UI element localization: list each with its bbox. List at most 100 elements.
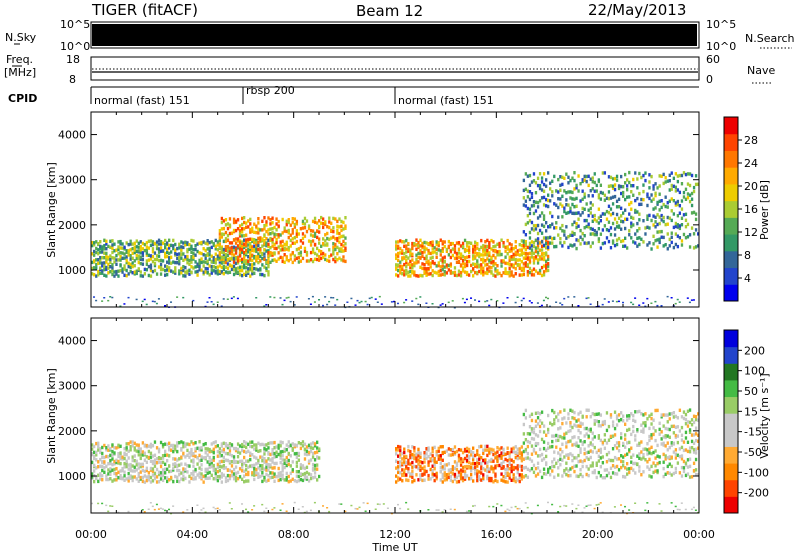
heatmap-cell — [658, 199, 661, 203]
heatmap-cell — [601, 455, 605, 459]
heatmap-cell — [644, 447, 647, 451]
heatmap-cell — [514, 257, 517, 262]
heatmap-cell — [129, 269, 132, 274]
heatmap-cell — [249, 457, 252, 462]
heatmap-cell — [299, 442, 303, 446]
heatmap-cell — [611, 241, 615, 245]
heatmap-cell — [472, 446, 475, 450]
heatmap-cell — [674, 448, 678, 452]
heatmap-cell — [542, 430, 546, 434]
heatmap-cell — [202, 260, 205, 264]
heatmap-cell — [123, 474, 126, 478]
heatmap-cell — [267, 273, 270, 277]
heatmap-cell — [617, 441, 621, 445]
heatmap-cell — [105, 251, 108, 256]
heatmap-cell — [599, 447, 603, 452]
colorbar-swatch — [724, 117, 738, 135]
heatmap-cell — [463, 257, 467, 262]
heatmap-cell — [115, 478, 118, 482]
heatmap-cell — [599, 197, 603, 201]
heatmap-cell — [496, 269, 499, 273]
heatmap-cell — [107, 244, 110, 249]
heatmap-cell — [482, 244, 485, 248]
x-tick-label: 00:00 — [75, 528, 107, 541]
heatmap-cell — [437, 509, 440, 511]
heatmap-cell — [453, 445, 457, 449]
heatmap-cell — [145, 248, 149, 253]
heatmap-cell — [216, 475, 220, 479]
heatmap-cell — [224, 239, 228, 244]
heatmap-cell — [214, 467, 217, 472]
heatmap-cell — [269, 260, 272, 264]
heatmap-cell — [530, 255, 534, 259]
heatmap-cell — [174, 260, 177, 265]
heatmap-cell — [591, 227, 594, 231]
heatmap-cell — [565, 191, 568, 195]
heatmap-cell — [145, 455, 149, 459]
heatmap-cell — [585, 505, 588, 507]
heatmap-cell — [617, 236, 621, 241]
heatmap-cell — [496, 242, 499, 246]
heatmap-cell — [678, 471, 682, 475]
heatmap-cell — [176, 261, 179, 265]
heatmap-cell — [676, 453, 680, 457]
heatmap-cell — [131, 478, 134, 483]
heatmap-cell — [516, 453, 519, 457]
heatmap-cell — [316, 463, 319, 467]
x-tick-label: 20:00 — [582, 528, 614, 541]
heatmap-cell — [524, 447, 528, 452]
heatmap-cell — [307, 259, 311, 263]
heatmap-cell — [328, 225, 331, 230]
heatmap-cell — [289, 244, 292, 248]
heatmap-cell — [634, 434, 637, 438]
heatmap-cell — [652, 223, 655, 227]
heatmap-cell — [498, 241, 501, 246]
heatmap-cell — [516, 464, 519, 468]
heatmap-cell — [151, 469, 155, 474]
heatmap-cell — [259, 474, 262, 479]
heatmap-cell — [259, 250, 262, 254]
heatmap-cell — [105, 247, 108, 251]
heatmap-cell — [682, 416, 686, 421]
heatmap-cell — [206, 261, 209, 266]
heatmap-cell — [283, 465, 286, 470]
heatmap-cell — [318, 230, 321, 234]
heatmap-cell — [646, 448, 649, 452]
heatmap-cell — [607, 450, 611, 455]
heatmap-cell — [524, 242, 528, 246]
heatmap-cell — [313, 471, 317, 475]
heatmap-cell — [232, 455, 236, 459]
heatmap-cell — [216, 465, 220, 469]
heatmap-cell — [324, 220, 327, 224]
heatmap-cell — [530, 427, 534, 431]
heatmap-cell — [297, 470, 301, 474]
heatmap-cell — [563, 229, 566, 234]
heatmap-cell — [559, 434, 562, 439]
heatmap-cell — [161, 249, 165, 253]
heatmap-cell — [303, 234, 307, 238]
heatmap-cell — [524, 416, 528, 420]
heatmap-cell — [119, 246, 122, 250]
heatmap-cell — [526, 506, 529, 509]
heatmap-cell — [601, 191, 605, 195]
heatmap-cell — [441, 264, 444, 268]
heatmap-cell — [417, 454, 420, 458]
heatmap-cell — [403, 462, 406, 466]
heatmap-cell — [232, 296, 235, 298]
heatmap-cell — [443, 450, 446, 454]
freq-label-1: Freq. — [6, 53, 33, 66]
heatmap-cell — [565, 453, 568, 457]
heatmap-cell — [170, 512, 173, 515]
heatmap-cell — [577, 444, 580, 448]
heatmap-cell — [510, 255, 513, 259]
heatmap-cell — [157, 238, 161, 242]
heatmap-cell — [605, 428, 609, 433]
heatmap-cell — [289, 238, 292, 243]
heatmap-cell — [320, 250, 323, 254]
heatmap-cell — [478, 269, 481, 274]
heatmap-cell — [172, 238, 175, 243]
heatmap-cell — [164, 273, 167, 277]
heatmap-cell — [245, 479, 248, 483]
heatmap-cell — [690, 433, 694, 437]
heatmap-cell — [522, 412, 526, 417]
